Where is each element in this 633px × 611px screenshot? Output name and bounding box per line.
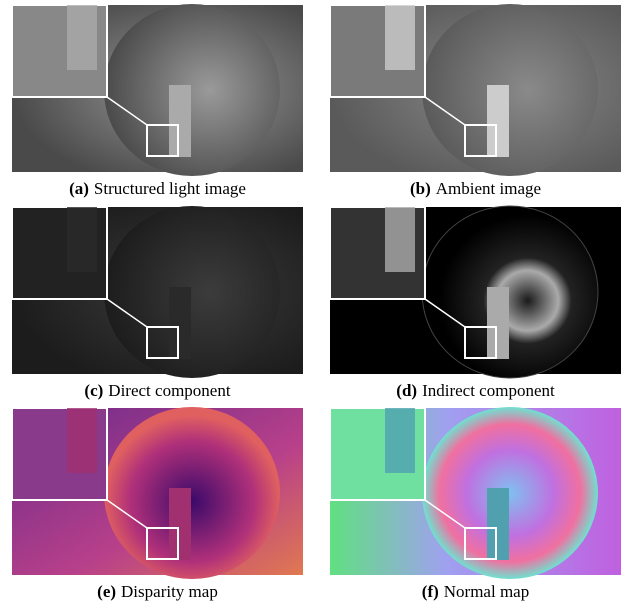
inset-object — [67, 408, 97, 473]
caption-label: (f) — [422, 582, 439, 601]
caption-label: (a) — [69, 179, 89, 198]
bowl — [104, 407, 280, 579]
caption: (c) Direct component — [84, 381, 230, 400]
caption: (e) Disparity map — [97, 582, 218, 601]
panel — [12, 206, 303, 378]
caption-text: Structured light image — [94, 179, 246, 198]
cylinder — [169, 85, 191, 157]
panel — [12, 407, 303, 579]
caption-label: (c) — [84, 381, 103, 400]
panel — [330, 206, 621, 378]
panel — [330, 407, 621, 579]
bowl — [422, 4, 598, 176]
caption: (b) Ambient image — [410, 179, 541, 198]
cylinder — [169, 287, 191, 359]
caption: (d) Indirect component — [396, 381, 555, 400]
cylinder — [169, 488, 191, 560]
caption-label: (b) — [410, 179, 431, 198]
caption: (a) Structured light image — [69, 179, 246, 198]
inset-object — [67, 5, 97, 70]
inset-object — [385, 207, 415, 272]
bowl — [422, 206, 598, 378]
panel — [12, 4, 303, 176]
caption-text: Normal map — [444, 582, 529, 601]
bowl — [104, 4, 280, 176]
panel — [330, 4, 621, 176]
bowl — [422, 407, 598, 579]
caption-label: (d) — [396, 381, 417, 400]
caption-label: (e) — [97, 582, 116, 601]
caption-text: Direct component — [108, 381, 231, 400]
cylinder — [487, 85, 509, 157]
figure: (a) Structured light image (b) Ambient imag… — [0, 0, 633, 611]
caption-text: Disparity map — [121, 582, 218, 601]
bowl — [104, 206, 280, 378]
caption-text: Ambient image — [436, 179, 541, 198]
caption: (f) Normal map — [422, 582, 529, 601]
inset-object — [385, 5, 415, 70]
caption-text: Indirect component — [422, 381, 555, 400]
cylinder — [487, 488, 509, 560]
cylinder — [487, 287, 509, 359]
inset-object — [67, 207, 97, 272]
inset-object — [385, 408, 415, 473]
